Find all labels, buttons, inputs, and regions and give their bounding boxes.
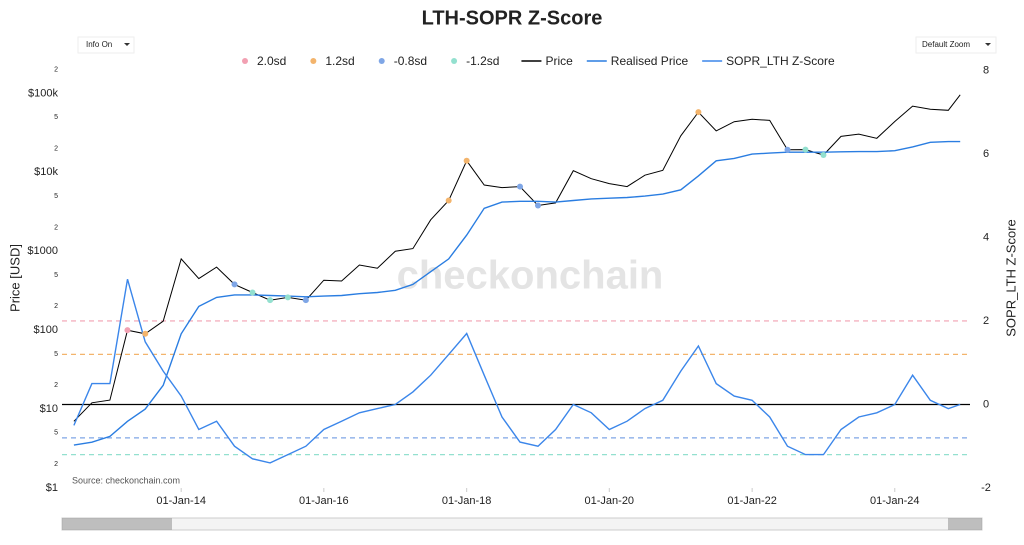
sd-marker bbox=[802, 146, 809, 153]
y2-tick-label: 0 bbox=[983, 398, 989, 410]
sd-marker bbox=[284, 294, 291, 301]
sd-marker bbox=[142, 330, 149, 337]
navigator[interactable] bbox=[61, 517, 983, 531]
series-line bbox=[73, 279, 961, 464]
sd-marker bbox=[463, 157, 470, 164]
sd-marker bbox=[820, 151, 827, 158]
zoom-arrow[interactable] bbox=[985, 43, 991, 46]
zoom-button[interactable] bbox=[915, 36, 997, 54]
sd-marker bbox=[302, 297, 309, 304]
y-tick-label: 5 bbox=[54, 272, 58, 279]
info-control[interactable]: Info On bbox=[77, 36, 135, 54]
legend-label: Price bbox=[545, 54, 573, 68]
y2-tick-label: 4 bbox=[983, 231, 989, 243]
navigator-track[interactable] bbox=[61, 517, 983, 531]
legend-label: -0.8sd bbox=[394, 54, 427, 68]
sd-marker bbox=[534, 202, 541, 209]
x-tick-label: 01-Jan-16 bbox=[299, 495, 349, 507]
sd-marker bbox=[249, 289, 256, 296]
watermark: checkonchain bbox=[397, 254, 664, 298]
y-tick-label: 2 bbox=[54, 66, 58, 73]
y-tick-label: 5 bbox=[54, 193, 58, 200]
info-button[interactable] bbox=[77, 36, 135, 54]
chart-title: LTH-SOPR Z-Score bbox=[422, 7, 603, 29]
navigator-mask bbox=[948, 518, 982, 530]
legend-label: 1.2sd bbox=[325, 54, 354, 68]
y-tick-label: 2 bbox=[54, 461, 58, 468]
legend-label: SOPR_LTH Z-Score bbox=[726, 54, 835, 68]
y-tick-label: 2 bbox=[54, 382, 58, 389]
y-tick-label: $1 bbox=[46, 482, 58, 494]
y-tick-label: 5 bbox=[54, 351, 58, 358]
zoom-label[interactable]: Default Zoom bbox=[922, 40, 970, 49]
y-tick-label: 5 bbox=[54, 114, 58, 121]
y-tick-label: $1000 bbox=[27, 245, 58, 257]
y-tick-label: $10 bbox=[40, 403, 58, 415]
legend-marker bbox=[310, 58, 317, 64]
source: Source: checkonchain.com bbox=[72, 475, 180, 485]
legend-label: -1.2sd bbox=[466, 54, 499, 68]
navigator-mask bbox=[62, 518, 172, 530]
sd-marker bbox=[695, 109, 702, 116]
legend-marker bbox=[242, 58, 248, 64]
y-tick-label: 2 bbox=[54, 224, 58, 231]
legend-label: Realised Price bbox=[611, 54, 689, 68]
sd-marker bbox=[124, 327, 131, 334]
y-tick-label: 2 bbox=[54, 303, 58, 310]
y-tick-label: $10k bbox=[34, 166, 58, 178]
y2-axis-label: SOPR_LTH Z-Score bbox=[1003, 219, 1018, 337]
y2-tick-label: 6 bbox=[983, 148, 989, 160]
sd-marker bbox=[445, 197, 452, 204]
sd-marker bbox=[267, 297, 274, 304]
y2-tick-label: -2 bbox=[981, 482, 991, 494]
x-tick-label: 01-Jan-22 bbox=[727, 495, 777, 507]
y-tick-label: $100 bbox=[34, 324, 58, 336]
series-line bbox=[73, 140, 961, 446]
y-tick-label: $100k bbox=[28, 87, 58, 99]
y-tick-label: 5 bbox=[54, 430, 58, 437]
y-tick-label: 2 bbox=[54, 145, 58, 152]
x-tick-label: 01-Jan-14 bbox=[156, 495, 206, 507]
legend-label: 2.0sd bbox=[257, 54, 286, 68]
y2-tick-label: 8 bbox=[983, 64, 989, 76]
x-tick-label: 01-Jan-24 bbox=[870, 495, 920, 507]
zoom-control[interactable]: Default Zoom bbox=[915, 36, 997, 54]
x-tick-label: 01-Jan-20 bbox=[585, 495, 635, 507]
info-arrow[interactable] bbox=[124, 43, 130, 46]
sd-marker bbox=[517, 183, 524, 190]
sd-marker bbox=[784, 146, 791, 153]
sd-marker bbox=[231, 281, 238, 288]
x-tick-label: 01-Jan-18 bbox=[442, 495, 492, 507]
y2-tick-label: 2 bbox=[983, 315, 989, 327]
y-axis-label: Price [USD] bbox=[7, 244, 22, 312]
info-label[interactable]: Info On bbox=[86, 40, 112, 49]
legend-marker bbox=[451, 58, 458, 64]
legend-marker bbox=[378, 58, 385, 64]
